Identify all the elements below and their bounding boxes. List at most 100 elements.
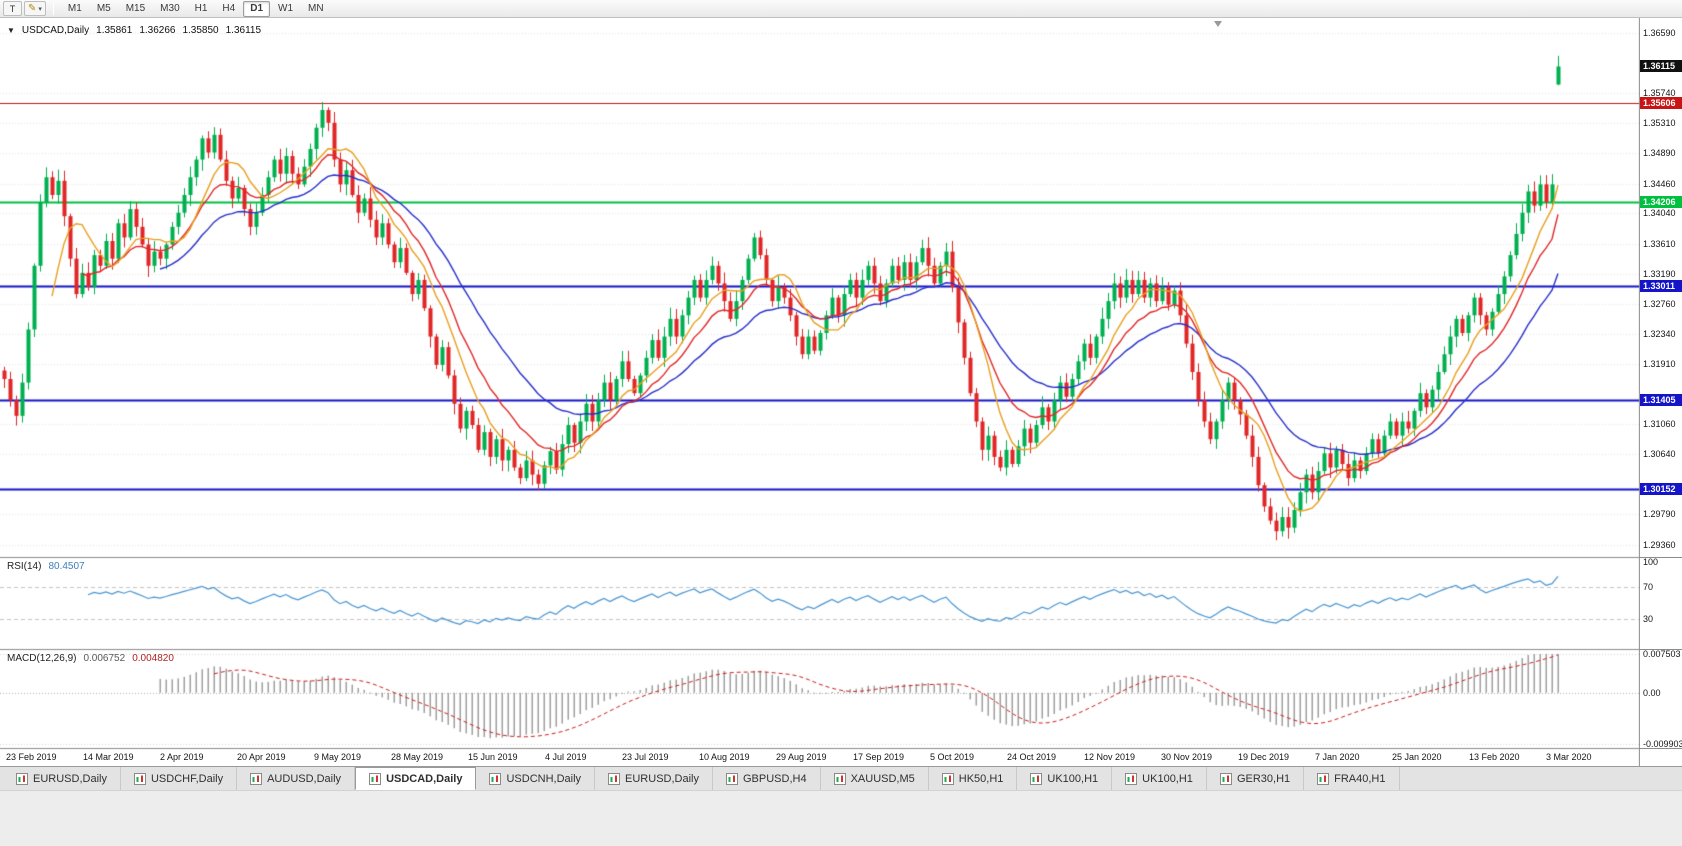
chart-tab-HK50-H1[interactable]: HK50,H1 (929, 767, 1018, 790)
macd-axis-label: -0.009903 (1643, 739, 1682, 749)
tab-chart-icon (833, 772, 846, 785)
date-label: 30 Nov 2019 (1161, 752, 1213, 762)
price-chart-canvas[interactable] (0, 18, 1640, 766)
pane-divider (1640, 649, 1682, 650)
date-label: 7 Jan 2020 (1315, 752, 1360, 762)
pencil-icon: ✎ (28, 3, 37, 14)
chart-tab-USDCHF-Daily[interactable]: USDCHF,Daily (121, 767, 238, 790)
timeframe-button-M1[interactable]: M1 (61, 1, 89, 17)
draw-tool-button[interactable]: ✎ ▾ (24, 1, 46, 16)
tab-chart-icon (608, 772, 621, 785)
date-label: 13 Feb 2020 (1469, 752, 1520, 762)
rsi-level-label: 30 (1643, 614, 1654, 625)
bar-high-value: 1.36266 (139, 25, 176, 36)
window-footer (0, 790, 1682, 846)
tab-chart-icon (250, 772, 263, 785)
timeframe-button-M30[interactable]: M30 (153, 1, 186, 17)
price-tick-label: 1.35740 (1643, 88, 1676, 99)
tab-label: USDCNH,Daily (506, 772, 582, 785)
timeframe-button-M15[interactable]: M15 (119, 1, 152, 17)
templates-icon: T (9, 3, 16, 14)
tab-chart-icon (1125, 772, 1138, 785)
tab-chart-icon (489, 772, 502, 785)
symbol-period-label: USDCAD,Daily (21, 25, 90, 36)
chart-tab-EURUSD-Daily[interactable]: EURUSD,Daily (595, 767, 713, 790)
timeframe-button-H4[interactable]: H4 (215, 1, 242, 17)
price-tick-label: 1.31060 (1643, 419, 1676, 430)
top-toolbar: T ✎ ▾ M1 M5 M15 M30 H1 H4 D1 W1 MN (0, 0, 1682, 18)
rsi-indicator-legend: RSI(14) 80.4507 (7, 561, 85, 572)
date-label: 25 Jan 2020 (1392, 752, 1442, 762)
macd-signal-value: 0.004820 (132, 653, 174, 664)
tab-label: GBPUSD,H4 (743, 772, 807, 785)
price-tick-label: 1.32340 (1643, 328, 1676, 339)
date-label: 4 Jul 2019 (545, 752, 587, 762)
pane-divider (1640, 748, 1682, 749)
chart-tab-USDCNH-Daily[interactable]: USDCNH,Daily (476, 767, 596, 790)
chart-tab-USDCAD-Daily[interactable]: USDCAD,Daily (355, 767, 477, 790)
timeframe-button-M5[interactable]: M5 (90, 1, 118, 17)
date-label: 20 Apr 2019 (237, 752, 286, 762)
chart-tab-FRA40-H1[interactable]: FRA40,H1 (1304, 767, 1400, 790)
tab-label: FRA40,H1 (1334, 772, 1386, 785)
price-line-badge: 1.33011 (1640, 280, 1682, 293)
tab-chart-icon (1219, 772, 1232, 785)
rsi-name-label: RSI(14) (7, 561, 42, 572)
tab-chart-icon (133, 772, 146, 785)
tab-label: UK100,H1 (1142, 772, 1193, 785)
price-tick-label: 1.34460 (1643, 178, 1676, 189)
date-label: 15 Jun 2019 (468, 752, 518, 762)
price-tick-label: 1.33610 (1643, 238, 1676, 249)
date-label: 12 Nov 2019 (1084, 752, 1136, 762)
bar-close-value: 1.36115 (225, 25, 262, 36)
price-line-badge: 1.35606 (1640, 96, 1682, 109)
chart-tab-UK100-H1[interactable]: UK100,H1 (1112, 767, 1207, 790)
chart-shift-marker[interactable] (1214, 21, 1222, 27)
timeframe-button-W1[interactable]: W1 (271, 1, 300, 17)
timeframe-button-D1[interactable]: D1 (243, 0, 271, 17)
tab-label: GER30,H1 (1236, 772, 1291, 785)
current-price-badge: 1.36115 (1640, 60, 1682, 73)
timeframe-bar: M1 M5 M15 M30 H1 H4 D1 W1 MN (61, 0, 331, 17)
date-label: 23 Jul 2019 (622, 752, 669, 762)
date-label: 24 Oct 2019 (1007, 752, 1057, 762)
bar-open-value: 1.35861 (96, 25, 133, 36)
tab-label: AUDUSD,Daily (267, 772, 342, 785)
price-tick-label: 1.34890 (1643, 148, 1676, 159)
price-tick-label: 1.35310 (1643, 118, 1676, 129)
date-label: 14 Mar 2019 (83, 752, 134, 762)
tab-label: UK100,H1 (1047, 772, 1099, 785)
rsi-level-label: 70 (1643, 581, 1654, 592)
rsi-value-label: 80.4507 (48, 561, 85, 572)
date-label: 3 Mar 2020 (1546, 752, 1592, 762)
toolbar-separator (52, 2, 54, 15)
tab-chart-icon (1030, 772, 1043, 785)
chart-legend: ▼ USDCAD,Daily 1.35861 1.36266 1.35850 1… (7, 25, 261, 36)
chart-tab-XAUUSD-M5[interactable]: XAUUSD,M5 (821, 767, 929, 790)
templates-tool-button[interactable]: T (3, 1, 22, 16)
tab-chart-icon (1317, 772, 1330, 785)
pane-divider (1640, 557, 1682, 558)
date-label: 19 Dec 2019 (1238, 752, 1290, 762)
macd-axis-label: 0.007503 (1643, 649, 1681, 659)
chart-tab-AUDUSD-Daily[interactable]: AUDUSD,Daily (237, 767, 356, 790)
chart-tab-EURUSD-Daily[interactable]: EURUSD,Daily (3, 767, 121, 790)
time-axis[interactable]: 23 Feb 2019 14 Mar 2019 2 Apr 2019 20 Apr 2… (0, 748, 1640, 766)
chart-tab-GER30-H1[interactable]: GER30,H1 (1207, 767, 1305, 790)
timeframe-button-H1[interactable]: H1 (188, 1, 215, 17)
date-label: 10 Aug 2019 (699, 752, 750, 762)
tab-chart-icon (941, 772, 954, 785)
chart-tab-UK100-H1[interactable]: UK100,H1 (1017, 767, 1113, 790)
macd-name-label: MACD(12,26,9) (7, 653, 77, 664)
chart-tab-GBPUSD-H4[interactable]: GBPUSD,H4 (713, 767, 821, 790)
tab-label: EURUSD,Daily (625, 772, 699, 785)
chart-window: ▼ USDCAD,Daily 1.35861 1.36266 1.35850 1… (0, 18, 1682, 766)
timeframe-button-MN[interactable]: MN (301, 1, 331, 17)
price-tick-label: 1.33190 (1643, 268, 1676, 279)
price-axis[interactable]: 1.36590 1.35740 1.35310 1.34890 1.34460 1.340… (1640, 18, 1682, 766)
date-label: 17 Sep 2019 (853, 752, 905, 762)
date-label: 5 Oct 2019 (930, 752, 975, 762)
macd-main-value: 0.006752 (83, 653, 126, 664)
date-label: 9 May 2019 (314, 752, 362, 762)
